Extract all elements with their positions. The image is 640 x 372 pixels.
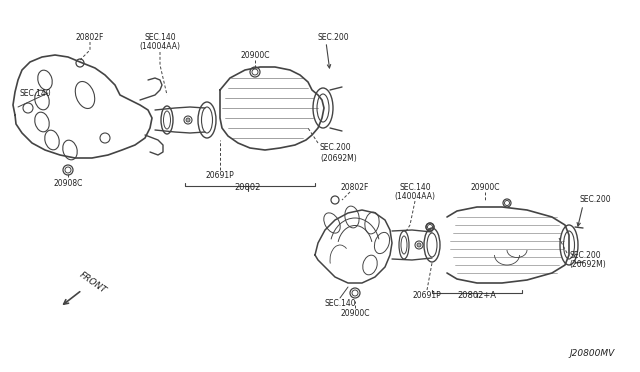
Text: 20802: 20802 [235,183,261,192]
Text: SEC.200: SEC.200 [320,144,351,153]
Text: 20691P: 20691P [413,291,442,299]
Text: (20692M): (20692M) [569,260,605,269]
Text: SEC.140: SEC.140 [399,183,431,192]
Text: 20802F: 20802F [341,183,369,192]
Text: 20900C: 20900C [240,51,269,60]
Text: 20900C: 20900C [340,308,370,317]
Text: 20900C: 20900C [470,183,500,192]
Text: J20800MV: J20800MV [570,349,615,358]
Text: 20802F: 20802F [76,32,104,42]
Text: (14004AA): (14004AA) [394,192,435,201]
Text: SEC.200: SEC.200 [569,250,600,260]
Text: SEC.200: SEC.200 [579,196,611,205]
Text: 20908C: 20908C [53,179,83,187]
Circle shape [186,118,190,122]
Text: 20802+A: 20802+A [458,291,497,299]
Circle shape [417,243,421,247]
Text: SEC.200: SEC.200 [318,32,349,42]
Text: (14004AA): (14004AA) [140,42,180,51]
Text: (20692M): (20692M) [320,154,356,163]
Text: SEC.140: SEC.140 [20,89,52,97]
Text: FRONT: FRONT [78,270,108,295]
Text: SEC.140: SEC.140 [324,298,356,308]
Text: SEC.140: SEC.140 [144,32,176,42]
Text: 20691P: 20691P [205,170,234,180]
